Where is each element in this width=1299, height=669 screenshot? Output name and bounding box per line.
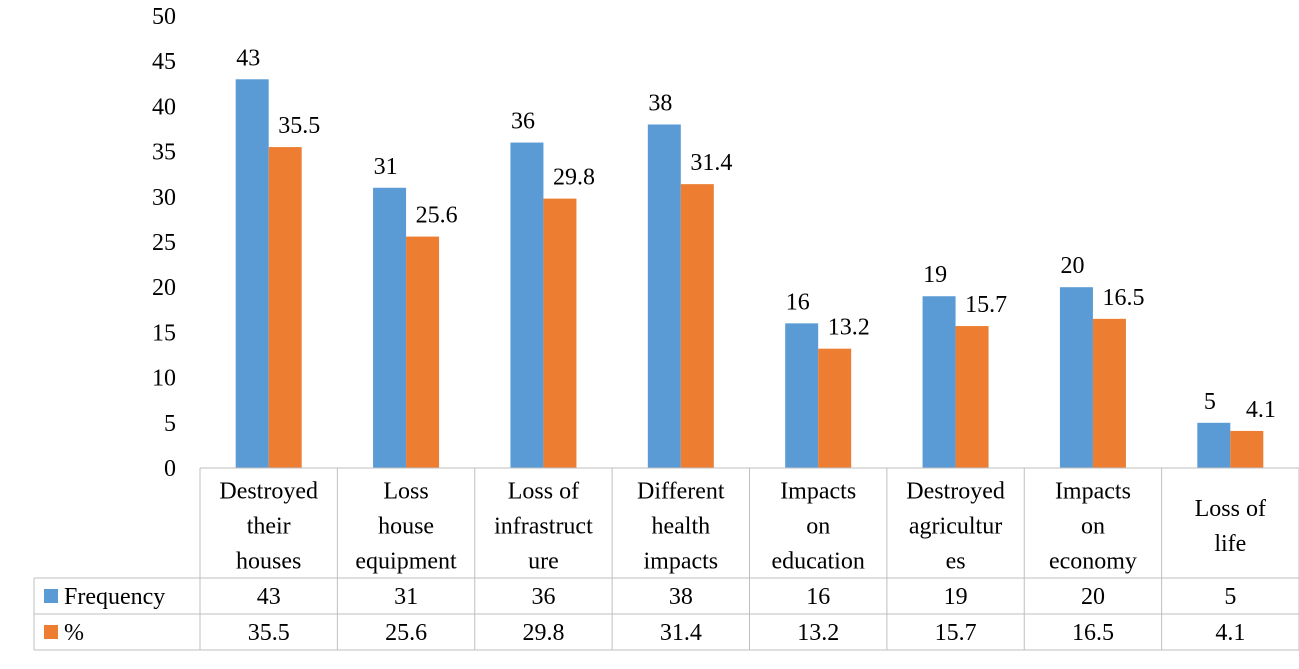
legend-key	[44, 625, 58, 639]
y-tick-label: 15	[152, 320, 176, 346]
bar-percent	[268, 147, 302, 468]
data-label: 4.1	[1246, 397, 1276, 423]
y-axis: 0 5 10 15 20 25 30 35 40 45 50	[152, 4, 176, 482]
data-label: 16.5	[1102, 285, 1144, 311]
data-labels: 43 31 36 38 16 19 20 5 35.5 25.6 29.8 31.4 13.2 15.7 1…	[236, 45, 1276, 423]
data-label: 35.5	[278, 113, 320, 139]
y-tick-label: 35	[152, 140, 176, 166]
y-tick-label: 20	[152, 275, 176, 301]
table-value: 43	[257, 584, 281, 610]
data-label: 31.4	[690, 150, 732, 176]
table-value: 5	[1224, 584, 1236, 610]
data-label: 19	[923, 262, 947, 288]
table-value: 4.1	[1215, 620, 1245, 646]
bar-group	[235, 79, 1264, 469]
table-value: 29.8	[522, 620, 564, 646]
table-value: 25.6	[385, 620, 427, 646]
legend-label: Frequency	[64, 584, 165, 610]
table-value: 13.2	[797, 620, 839, 646]
table-value: 16.5	[1072, 620, 1114, 646]
table-value: 19	[944, 584, 968, 610]
bar-percent	[1092, 318, 1126, 468]
table-value: 15.7	[935, 620, 977, 646]
data-label: 16	[786, 289, 810, 315]
category-label: Impacts	[780, 479, 856, 505]
data-label: 43	[236, 45, 260, 71]
table-value: 31.4	[660, 620, 702, 646]
bar-frequency	[373, 187, 407, 468]
y-tick-label: 10	[152, 366, 176, 392]
table-value: 20	[1081, 584, 1105, 610]
y-tick-label: 40	[152, 94, 176, 120]
table-value: 16	[806, 584, 830, 610]
category-label: es	[946, 549, 966, 575]
category-label: health	[651, 514, 710, 540]
category-label: education	[772, 549, 865, 575]
data-label: 38	[648, 90, 672, 116]
y-tick-label: 50	[152, 4, 176, 30]
category-label: house	[378, 514, 434, 540]
bar-frequency	[1059, 287, 1093, 468]
data-label: 5	[1204, 389, 1216, 415]
category-label: Loss of	[1195, 496, 1266, 522]
data-label: 13.2	[828, 315, 870, 341]
category-label: Loss of	[508, 479, 579, 505]
category-label: impacts	[643, 549, 718, 575]
legend-label: %	[64, 620, 84, 646]
table-value: 31	[394, 584, 418, 610]
bar-frequency	[922, 296, 956, 468]
table-value: 38	[669, 584, 693, 610]
category-label: equipment	[355, 549, 457, 575]
category-label: houses	[236, 549, 301, 575]
data-label: 29.8	[553, 165, 595, 191]
category-label: agricultur	[909, 514, 1002, 540]
data-label: 25.6	[416, 203, 458, 229]
data-label: 36	[511, 109, 535, 135]
data-label: 31	[374, 154, 398, 180]
bar-frequency	[1197, 422, 1231, 468]
bar-percent	[680, 184, 714, 469]
y-tick-label: 25	[152, 230, 176, 256]
bar-percent	[406, 236, 440, 468]
category-label: Destroyed	[906, 479, 1005, 505]
legend-key	[44, 589, 58, 603]
bar-frequency	[510, 142, 544, 468]
data-label: 15.7	[965, 292, 1007, 318]
category-label: their	[247, 514, 291, 540]
y-tick-label: 0	[164, 456, 176, 482]
category-label: Destroyed	[219, 479, 318, 505]
category-label: economy	[1049, 549, 1137, 575]
category-label: on	[806, 514, 830, 540]
y-tick-label: 30	[152, 185, 176, 211]
bar-frequency	[785, 323, 819, 468]
category-label: life	[1214, 531, 1246, 557]
y-tick-label: 5	[164, 411, 176, 437]
bar-percent	[955, 326, 989, 468]
bar-percent	[1230, 430, 1264, 468]
table-value: 36	[531, 584, 555, 610]
category-label: ure	[528, 549, 559, 575]
bar-percent	[818, 348, 852, 468]
category-label: infrastruct	[494, 514, 593, 540]
y-tick-label: 45	[152, 49, 176, 75]
category-label: Loss	[383, 479, 428, 505]
category-label: Different	[637, 479, 725, 505]
data-table: Destroyed their houses Loss house equipment Lo…	[33, 467, 1299, 651]
bar-frequency	[235, 79, 269, 468]
bar-frequency	[647, 124, 681, 468]
table-value: 35.5	[248, 620, 290, 646]
bar-percent	[543, 198, 577, 468]
category-label: Impacts	[1055, 479, 1131, 505]
category-label: on	[1081, 514, 1105, 540]
data-label: 20	[1060, 253, 1084, 279]
